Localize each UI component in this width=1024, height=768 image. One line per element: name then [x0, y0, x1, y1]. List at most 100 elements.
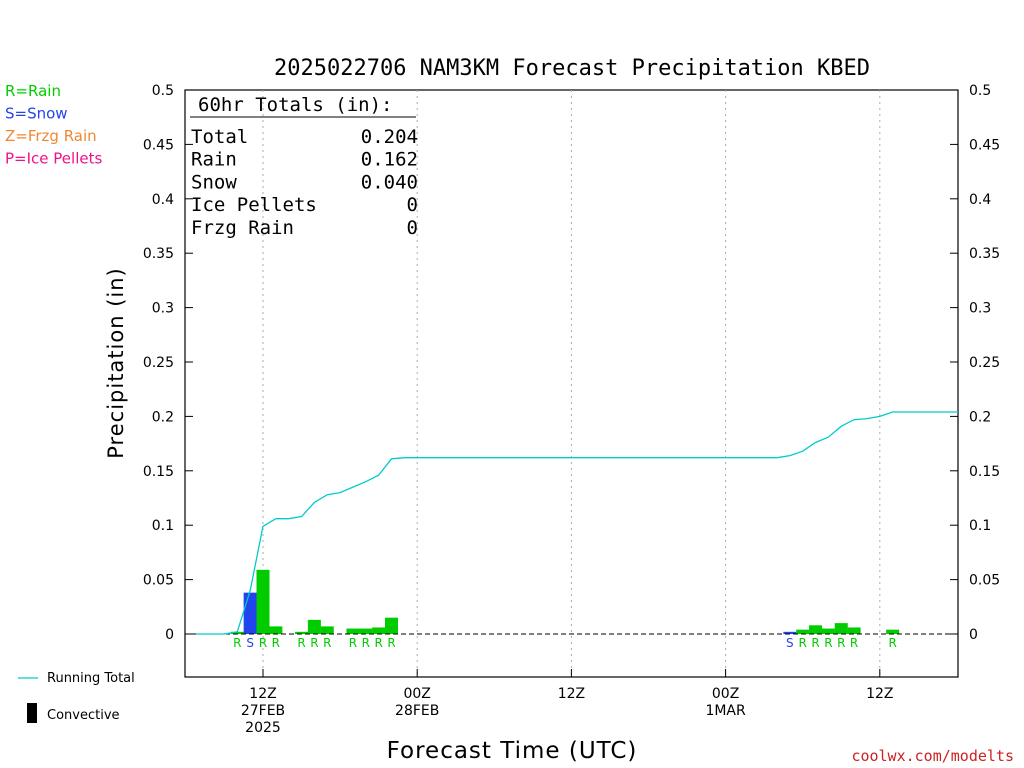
y-tick-label: 0.15	[143, 464, 174, 480]
y-axis-label: Precipitation (in)	[104, 267, 128, 458]
totals-value: 0.204	[361, 126, 418, 148]
totals-label: Rain	[191, 149, 237, 171]
running-total-legend: Running Total	[18, 671, 135, 686]
y-tick-label-right: 0	[969, 627, 978, 643]
precip-bar	[886, 629, 900, 634]
y-tick-label: 0.05	[143, 573, 174, 589]
y-tick-label-right: 0.25	[969, 355, 1000, 371]
convective-legend-label: Convective	[47, 708, 120, 723]
y-tick-label-right: 0.5	[969, 83, 991, 99]
y-tick-label-right: 0.1	[969, 518, 991, 534]
precip-bar	[295, 631, 309, 634]
precip-bar	[834, 623, 848, 634]
precip-bar	[346, 628, 360, 634]
x-tick-label: 00Z	[712, 686, 739, 702]
precip-type-label: R	[310, 636, 318, 650]
precip-bar	[230, 631, 244, 634]
type-legend-item: P=Ice Pellets	[5, 150, 102, 168]
totals-label: Ice Pellets	[191, 194, 317, 216]
y-tick-label: 0.2	[152, 409, 174, 425]
precip-bar	[320, 626, 334, 634]
precip-bar	[821, 628, 835, 634]
precip-type-label: R	[824, 636, 832, 650]
y-tick-label: 0.25	[143, 355, 174, 371]
precip-type-label: S	[786, 636, 794, 650]
precip-type-label: R	[387, 636, 395, 650]
precip-bar	[243, 592, 257, 634]
precip-bar	[372, 627, 386, 634]
type-legend-item: Z=Frzg Rain	[5, 127, 97, 145]
x-tick-label: 27FEB	[241, 703, 285, 719]
precip-type-label: R	[259, 636, 267, 650]
y-tick-label: 0.5	[152, 83, 174, 99]
type-legend-item: R=Rain	[5, 82, 61, 100]
x-tick-label: 12Z	[558, 686, 585, 702]
type-legend-item: S=Snow	[5, 105, 68, 123]
y-tick-label: 0.35	[143, 246, 174, 262]
precip-type-label: R	[811, 636, 819, 650]
y-tick-label-right: 0.3	[969, 301, 991, 317]
y-tick-label: 0	[165, 627, 174, 643]
precip-type-label: R	[837, 636, 845, 650]
running-total-series	[196, 411, 958, 635]
x-tick-label: 28FEB	[395, 703, 439, 719]
x-tick-label: 12Z	[866, 686, 893, 702]
y-tick-label: 0.4	[152, 192, 174, 208]
totals-value: 0.040	[361, 171, 418, 193]
chart-title: 2025022706 NAM3KM Forecast Precipitation…	[274, 56, 870, 81]
x-axis-label: Forecast Time (UTC)	[387, 738, 638, 764]
y-tick-label-right: 0.15	[969, 464, 1000, 480]
precip-type-label: R	[850, 636, 858, 650]
running-total-line	[196, 411, 958, 635]
precip-bars	[230, 569, 900, 634]
totals-header: 60hr Totals (in):	[198, 94, 392, 116]
y-tick-label-right: 0.4	[969, 192, 991, 208]
x-tick-label: 1MAR	[705, 703, 746, 719]
x-tick-label: 12Z	[249, 686, 276, 702]
precip-type-label: R	[272, 636, 280, 650]
y-axis-ticks: 0 00.05 0.050.1 0.10.15 0.150.2 0.20.25 0.250.…	[143, 83, 1000, 643]
y-tick-label: 0.3	[152, 301, 174, 317]
totals-label: Total	[191, 126, 248, 148]
y-tick-label-right: 0.35	[969, 246, 1000, 262]
precip-bar	[385, 617, 398, 634]
totals-value: 0.162	[361, 149, 418, 171]
precip-type-label: R	[374, 636, 382, 650]
precip-type-label: R	[297, 636, 305, 650]
x-tick-label: 00Z	[403, 686, 430, 702]
precip-bar	[847, 627, 861, 634]
running-total-legend-label: Running Total	[47, 671, 135, 686]
y-tick-label-right: 0.2	[969, 409, 991, 425]
y-tick-label: 0.45	[143, 137, 174, 153]
precip-type-label: R	[349, 636, 357, 650]
precip-type-legend: R=Rain S=Snow Z=Frzg Rain P=Ice Pellets	[5, 82, 102, 168]
precip-type-label: R	[323, 636, 331, 650]
precip-bar	[307, 619, 321, 634]
precip-bar	[809, 625, 823, 634]
totals-value: 0	[407, 217, 418, 239]
grid-lines	[262, 90, 881, 677]
convective-legend-swatch	[27, 703, 37, 723]
totals-label: Snow	[191, 171, 237, 193]
precip-bar	[359, 628, 373, 634]
precip-type-label: R	[362, 636, 370, 650]
precip-bar	[783, 631, 797, 634]
y-tick-label: 0.1	[152, 518, 174, 534]
precip-type-label: R	[233, 636, 241, 650]
precip-type-label: R	[888, 636, 896, 650]
y-tick-label-right: 0.45	[969, 137, 1000, 153]
precip-bar	[796, 629, 810, 634]
convective-legend: Convective	[27, 703, 120, 723]
y-tick-label-right: 0.05	[969, 573, 1000, 589]
precip-type-label: R	[799, 636, 807, 650]
precip-bar	[269, 626, 283, 634]
totals-value: 0	[407, 194, 418, 216]
x-tick-label: 2025	[245, 720, 281, 736]
watermark: coolwx.com/modelts	[851, 747, 1014, 765]
precip-type-label: S	[246, 636, 254, 650]
totals-box: 60hr Totals (in): Total 0.204 Rain 0.162 Sno…	[190, 94, 418, 239]
totals-label: Frzg Rain	[191, 217, 294, 239]
